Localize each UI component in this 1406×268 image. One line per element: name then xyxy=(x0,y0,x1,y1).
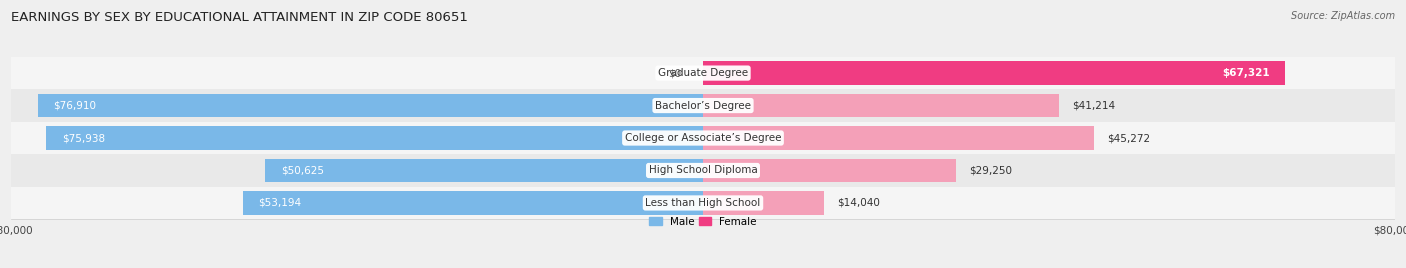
Bar xyxy=(11,89,1395,122)
Text: EARNINGS BY SEX BY EDUCATIONAL ATTAINMENT IN ZIP CODE 80651: EARNINGS BY SEX BY EDUCATIONAL ATTAINMEN… xyxy=(11,11,468,24)
Bar xyxy=(703,159,956,182)
Bar xyxy=(703,61,1285,85)
Text: High School Diploma: High School Diploma xyxy=(648,165,758,176)
Text: $0: $0 xyxy=(668,68,682,78)
Text: $76,910: $76,910 xyxy=(53,100,97,111)
Text: $67,321: $67,321 xyxy=(1222,68,1270,78)
Bar xyxy=(11,154,1395,187)
Bar xyxy=(11,57,1395,89)
Bar xyxy=(11,187,1395,219)
Legend: Male, Female: Male, Female xyxy=(645,213,761,231)
Text: $75,938: $75,938 xyxy=(62,133,105,143)
Text: $53,194: $53,194 xyxy=(259,198,302,208)
Bar xyxy=(11,122,1395,154)
Text: $29,250: $29,250 xyxy=(969,165,1012,176)
Bar xyxy=(38,94,703,117)
Text: $45,272: $45,272 xyxy=(1108,133,1150,143)
Bar xyxy=(46,126,703,150)
Bar xyxy=(703,191,824,215)
Text: $41,214: $41,214 xyxy=(1073,100,1115,111)
Bar xyxy=(266,159,703,182)
Text: Less than High School: Less than High School xyxy=(645,198,761,208)
Bar xyxy=(703,94,1059,117)
Bar xyxy=(243,191,703,215)
Text: College or Associate’s Degree: College or Associate’s Degree xyxy=(624,133,782,143)
Text: Source: ZipAtlas.com: Source: ZipAtlas.com xyxy=(1291,11,1395,21)
Text: $50,625: $50,625 xyxy=(281,165,323,176)
Text: Bachelor’s Degree: Bachelor’s Degree xyxy=(655,100,751,111)
Text: $14,040: $14,040 xyxy=(838,198,880,208)
Bar xyxy=(703,126,1094,150)
Text: Graduate Degree: Graduate Degree xyxy=(658,68,748,78)
